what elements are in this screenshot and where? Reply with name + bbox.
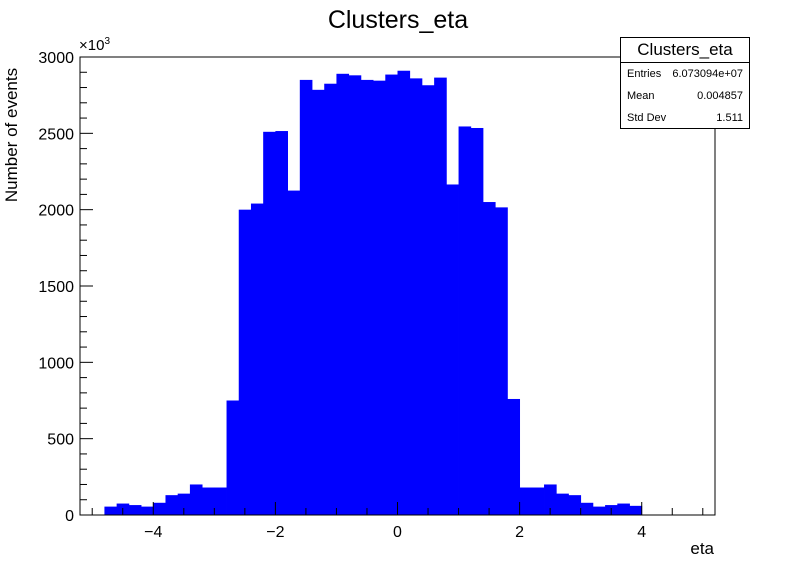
histogram-bar [324,83,337,515]
histogram-bar [238,209,252,515]
x-tick-label: −4 [144,524,162,541]
histogram-bar [360,79,374,516]
y-tick-label: 2000 [38,203,74,220]
histogram-bar [336,73,350,515]
x-tick-label: −2 [266,524,284,541]
histogram-bar [385,74,398,515]
y-tick-label: 3000 [38,50,74,67]
histogram-bar [214,487,227,515]
x-tick-label: 4 [637,524,646,541]
histogram-bar [299,79,313,516]
histogram-bar [617,503,630,515]
histogram-bar [434,77,447,516]
ticks: −4 −2 0 2 4 0 500 1000 1500 2000 2500 3000 [38,50,704,541]
stats-label: Entries [627,68,662,80]
histogram-bar [104,506,118,515]
histogram-bar [580,502,594,515]
chart-title: Clusters_eta [327,6,469,34]
histogram-bar [153,502,166,515]
histogram-bar [263,131,276,515]
histogram-bar [544,484,557,515]
histogram-bar [531,487,545,515]
histogram-bar [629,505,643,515]
y-axis-multiplier: ×103 [79,36,110,54]
y-axis-label: Number of events [2,68,21,202]
histogram-bar [507,398,521,515]
histogram-bar [446,184,459,515]
x-axis-label: eta [690,539,714,558]
stats-row-stddev: Std Dev 1.511 [621,107,749,129]
histogram-bar [177,493,191,515]
stats-value: 0.004857 [697,90,743,102]
stats-label: Std Dev [627,112,667,124]
histogram-bar [495,207,508,516]
histogram-bar [312,89,325,515]
histogram-bar [373,80,386,515]
histogram-bar [189,484,203,515]
histogram-bar [202,487,215,515]
histogram-bar [165,495,179,515]
histogram-bar [287,190,301,516]
histogram-bar [275,131,288,515]
stats-box: Clusters_eta Entries 6.073094e+07 Mean 0… [620,37,750,129]
histogram-bar [519,487,533,515]
histogram-bar [482,202,496,516]
histogram-bar [592,506,606,515]
stats-row-entries: Entries 6.073094e+07 [621,63,749,85]
stats-title: Clusters_eta [621,38,749,63]
y-tick-label: 2500 [38,126,74,143]
histogram-bar [250,203,264,515]
y-multiplier-exponent: 3 [104,36,111,47]
y-tick-label: 1000 [38,355,74,372]
histogram-bar [470,127,484,516]
y-tick-label: 1500 [38,279,74,296]
histogram-bar [568,495,582,515]
stats-value: 6.073094e+07 [672,68,743,80]
histogram-bars [104,70,643,516]
y-tick-label: 500 [47,432,74,449]
histogram-bar [226,400,240,515]
histogram-bar [556,493,569,515]
histogram-bar [348,75,362,515]
histogram-bar [128,505,142,515]
stats-value: 1.511 [716,112,743,124]
histogram-bar [421,85,435,515]
y-multiplier-base: ×10 [79,37,105,54]
x-tick-label: 0 [393,524,402,541]
stats-row-mean: Mean 0.004857 [621,85,749,107]
histogram-bar [397,70,411,516]
histogram-bar [141,506,154,515]
stats-label: Mean [627,90,655,102]
y-tick-label: 0 [65,508,74,525]
histogram-bar [458,126,472,516]
x-tick-label: 2 [515,524,524,541]
histogram-bar [409,78,423,515]
